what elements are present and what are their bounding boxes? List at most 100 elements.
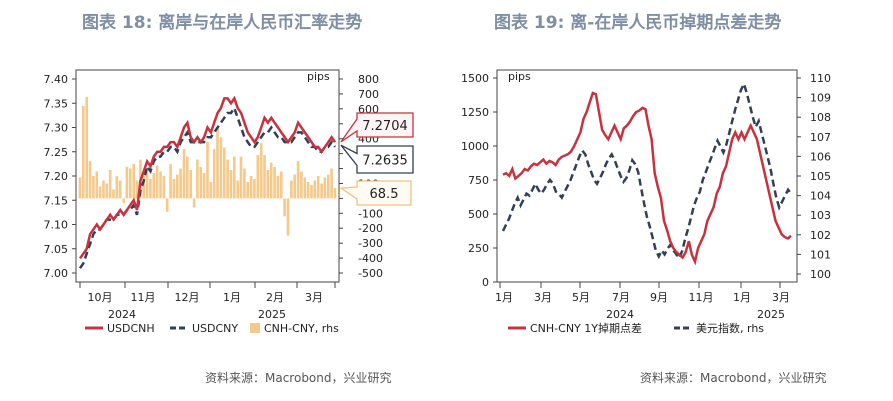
- right-x-tick-label: 3月: [772, 291, 790, 304]
- left-callout-value: 68.5: [370, 187, 399, 202]
- right-legend-label: 美元指数, rhs: [696, 321, 764, 335]
- left-spread-bar: [273, 167, 276, 199]
- left-y2-tick-label: -500: [358, 267, 383, 280]
- left-spread-bar: [162, 176, 166, 199]
- left-spread-bar: [108, 170, 112, 199]
- left-usdcnh-line: [78, 95, 337, 260]
- left-callout-box: [340, 112, 414, 143]
- right-y2-tick-label: 105: [810, 170, 831, 183]
- left-spread-bar: [102, 180, 105, 199]
- left-spread-bar: [149, 179, 152, 199]
- left-spread-bar: [165, 198, 169, 212]
- right-x-tick-label: 1月: [733, 291, 751, 304]
- right-y2-tick-label: 107: [810, 131, 831, 144]
- left-spread-bar: [199, 167, 203, 199]
- left-spread-bar: [206, 141, 209, 199]
- left-spread-bar: [320, 183, 323, 199]
- left-spread-bar: [256, 155, 260, 199]
- left-x-tick-label: 1月: [223, 291, 241, 304]
- right-y2-tick-label: 100: [810, 268, 831, 281]
- left-spread-bar: [189, 170, 192, 199]
- left-spread-bar: [212, 149, 216, 199]
- left-spread-bar: [296, 161, 300, 199]
- right-dxy-line: [501, 80, 793, 261]
- right-chart-title: 图表 19: 离-在岸人民币掉期点差走势: [494, 13, 782, 33]
- left-spread-bar: [169, 164, 172, 199]
- left-spread-bar: [266, 170, 270, 199]
- right-y-tick-label: 500: [468, 208, 489, 221]
- left-spread-bar: [172, 179, 176, 199]
- left-spread-bar: [263, 155, 266, 199]
- left-chart: 7.00 7.05 7.10 7.15 7.20 7.25 7.30 7.35 7.40 -500…: [44, 69, 414, 335]
- left-source-note: 资料来源：Macrobond，兴业研究: [205, 371, 392, 385]
- left-y2-tick-label: 700: [358, 88, 379, 101]
- left-spread-bar: [152, 173, 156, 199]
- left-legend-label: CNH-CNY, rhs: [264, 322, 339, 335]
- left-y2-tick-label: -300: [358, 237, 383, 250]
- left-spread-bar: [316, 176, 320, 199]
- left-spread-bar: [223, 147, 226, 199]
- left-callout-value: 7.2635: [362, 154, 408, 169]
- left-y-tick-label: 7.05: [44, 243, 69, 256]
- left-spread-bar: [186, 156, 189, 199]
- left-spread-bar: [209, 182, 213, 199]
- right-y-tick-label: 0: [482, 276, 489, 289]
- right-legend-label: CNH-CNY 1Y掉期点差: [530, 321, 642, 335]
- right-y-tick-label: 1500: [461, 72, 489, 85]
- left-spread-bar: [216, 126, 219, 199]
- left-spread-bar: [280, 171, 283, 199]
- left-units-label: pips: [307, 70, 330, 83]
- left-year-label: 2025: [258, 308, 286, 321]
- left-spread-bar: [323, 177, 327, 199]
- left-x-tick-label: 3月: [305, 291, 323, 304]
- right-y2-tick-label: 102: [810, 229, 831, 242]
- left-x-tick-label: 12月: [175, 291, 200, 304]
- left-spread-bar: [259, 143, 263, 199]
- left-x-tick-label: 10月: [88, 291, 113, 304]
- left-legend-swatch: [250, 323, 260, 333]
- left-spread-bar: [135, 180, 139, 199]
- left-spread-bar: [112, 189, 115, 199]
- left-spread-bar: [78, 177, 82, 199]
- right-y2-tick-label: 109: [810, 92, 831, 105]
- left-spread-bar: [219, 137, 223, 199]
- left-spread-bar: [155, 165, 159, 199]
- left-y-tick-label: 7.25: [44, 146, 69, 159]
- left-callout-value: 7.2704: [362, 119, 408, 134]
- left-y2-tick-label: -400: [358, 252, 383, 265]
- left-spread-bar: [290, 180, 293, 199]
- left-spread-bar: [283, 198, 286, 217]
- left-spread-bar: [276, 176, 280, 199]
- left-spread-bar: [236, 180, 239, 199]
- left-spread-bar: [122, 198, 125, 203]
- left-spread-bar: [98, 186, 102, 199]
- left-y-tick-label: 7.30: [44, 122, 69, 135]
- left-legend-label: USDCNH: [107, 322, 155, 335]
- left-spread-bar: [159, 171, 162, 199]
- left-spread-bar: [226, 159, 229, 199]
- left-y2-tick-label: -100: [358, 207, 383, 220]
- left-spread-bar: [269, 162, 273, 199]
- left-spread-bar: [249, 176, 253, 199]
- left-spread-bar: [85, 96, 88, 199]
- left-spread-bar: [118, 180, 122, 199]
- left-spread-bar: [229, 170, 233, 199]
- right-y2-tick-label: 106: [810, 150, 831, 163]
- left-spread-bar: [293, 174, 296, 199]
- left-y-tick-label: 7.10: [44, 219, 69, 232]
- left-spread-bar: [179, 168, 182, 199]
- right-y-tick-label: 250: [468, 242, 489, 255]
- left-spread-bar: [142, 176, 145, 199]
- right-year-label: 2024: [606, 308, 634, 321]
- left-spread-bar: [330, 168, 333, 199]
- right-y2-tick-label: 101: [810, 248, 831, 261]
- left-spread-bar: [132, 164, 135, 199]
- left-spread-bar: [196, 159, 199, 199]
- left-spread-bar: [313, 180, 317, 199]
- left-year-label: 2024: [108, 308, 136, 321]
- left-usdcny-line: [78, 105, 337, 269]
- left-callout-box: [339, 180, 412, 206]
- right-swap-spread-line: [502, 91, 792, 266]
- left-legend-label: USDCNY: [192, 322, 238, 335]
- right-y-tick-label: 1250: [461, 106, 489, 119]
